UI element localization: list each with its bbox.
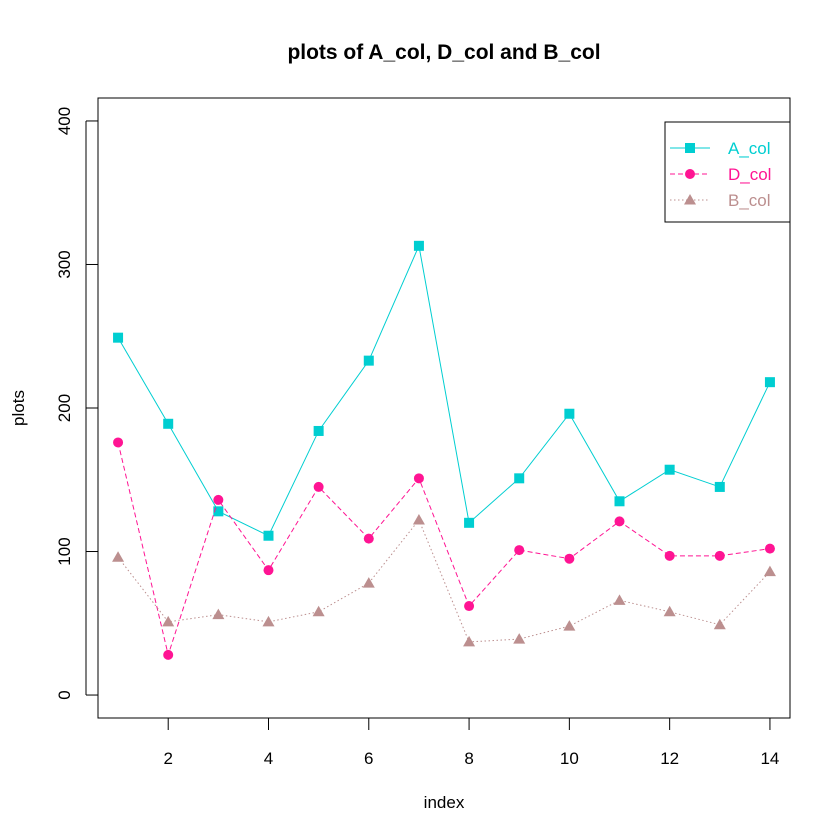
data-point: [714, 550, 725, 561]
data-point: [213, 506, 224, 517]
data-point: [614, 496, 625, 507]
y-axis: 0 100 200 300 400: [55, 107, 98, 700]
y-tick-label: 300: [55, 250, 74, 278]
data-point: [464, 601, 475, 612]
legend-item: A_col: [670, 139, 771, 158]
legend: A_col D_col B_col: [664, 121, 791, 223]
data-point: [313, 425, 324, 436]
y-tick-label: 400: [55, 107, 74, 135]
data-point: [514, 473, 525, 484]
x-tick-label: 2: [163, 749, 172, 768]
legend-item: D_col: [670, 165, 771, 184]
series-B_col: [112, 513, 776, 647]
data-point: [463, 635, 476, 647]
data-point: [363, 355, 374, 366]
data-point: [564, 408, 575, 419]
data-point: [513, 633, 526, 644]
series-D_col: [113, 437, 775, 660]
data-point: [113, 332, 124, 343]
data-point: [664, 550, 675, 561]
data-point: [212, 608, 225, 620]
data-point: [162, 615, 175, 627]
x-tick-label: 8: [464, 749, 473, 768]
data-point: [464, 517, 475, 528]
data-point: [312, 605, 325, 617]
legend-label: B_col: [728, 191, 771, 210]
data-point: [313, 481, 324, 492]
data-point: [213, 494, 224, 505]
x-tick-label: 6: [364, 749, 373, 768]
series-line: [117, 442, 771, 657]
x-axis: 2 4 6 8 10 12 14: [163, 717, 779, 768]
series-layer: [112, 240, 776, 660]
x-tick-label: 12: [660, 749, 679, 768]
data-point: [714, 481, 725, 492]
data-point: [614, 516, 625, 527]
data-point: [363, 533, 374, 544]
data-point: [514, 545, 525, 556]
y-tick-label: 200: [55, 394, 74, 422]
data-point: [613, 594, 626, 605]
data-point: [713, 618, 726, 630]
data-point: [764, 377, 775, 388]
data-point: [263, 565, 274, 576]
data-point: [663, 605, 676, 617]
x-tick-label: 14: [760, 749, 779, 768]
data-point: [412, 513, 425, 525]
legend-marker: [685, 169, 695, 179]
data-point: [563, 620, 576, 631]
series-A_col: [113, 240, 775, 541]
y-tick-label: 0: [55, 690, 74, 699]
data-point: [413, 473, 424, 484]
legend-item: B_col: [670, 191, 771, 210]
data-point: [764, 543, 775, 554]
data-point: [113, 437, 124, 448]
data-point: [664, 464, 675, 475]
data-point: [263, 530, 274, 541]
legend-marker: [684, 194, 696, 205]
chart-title: plots of A_col, D_col and B_col: [287, 41, 600, 64]
data-point: [262, 615, 275, 627]
x-axis-label: index: [424, 793, 465, 812]
data-point: [564, 553, 575, 564]
legend-label: A_col: [728, 139, 771, 158]
x-tick-label: 4: [264, 749, 273, 768]
x-tick-label: 10: [560, 749, 579, 768]
y-tick-label: 100: [55, 537, 74, 565]
series-line: [117, 518, 771, 643]
series-line: [117, 244, 771, 537]
y-axis-label: plots: [9, 390, 28, 426]
legend-marker: [685, 143, 695, 153]
data-point: [163, 418, 174, 429]
legend-label: D_col: [728, 165, 771, 184]
data-point: [763, 565, 776, 577]
data-point: [112, 551, 125, 562]
data-point: [362, 577, 375, 588]
data-point: [413, 240, 424, 251]
data-point: [163, 649, 174, 660]
